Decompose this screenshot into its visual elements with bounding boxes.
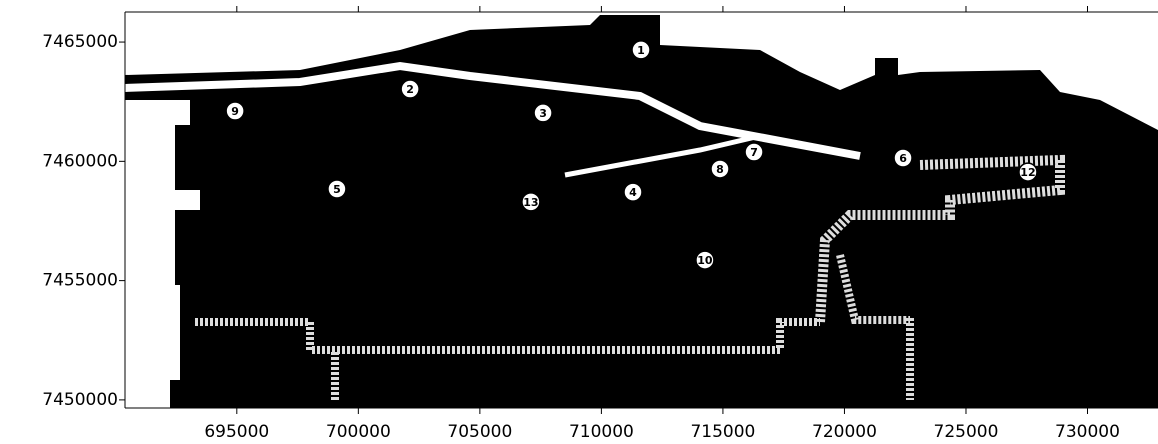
site-marker	[225, 101, 245, 121]
site-marker	[521, 192, 541, 212]
site-label: 10	[697, 254, 713, 267]
site-label: 3	[539, 107, 547, 120]
x-tick-label: 710000	[569, 422, 634, 442]
site-label: 13	[523, 196, 538, 209]
region	[125, 15, 1158, 408]
x-tick-label: 705000	[447, 422, 512, 442]
site-label: 2	[406, 83, 414, 96]
site-marker	[623, 182, 643, 202]
site-marker	[710, 159, 730, 179]
x-tick-label: 720000	[812, 422, 877, 442]
x-tick-label: 700000	[326, 422, 391, 442]
site-label: 4	[629, 186, 637, 199]
site-marker	[327, 179, 347, 199]
y-tick-label: 7450000	[42, 390, 118, 410]
site-marker	[695, 250, 715, 270]
y-tick-label: 7465000	[42, 32, 118, 52]
site-marker	[893, 148, 913, 168]
road	[124, 61, 861, 160]
road	[815, 154, 1065, 323]
site-label: 8	[716, 163, 724, 176]
site-label: 7	[750, 146, 758, 159]
site-marker	[744, 142, 764, 162]
site-label: 6	[899, 152, 907, 165]
site-label: 5	[333, 183, 341, 196]
site-label: 9	[231, 105, 239, 118]
site-marker	[1018, 162, 1038, 182]
site-label: 1	[637, 44, 645, 57]
site-marker	[631, 40, 651, 60]
road	[836, 254, 910, 324]
road	[195, 318, 820, 354]
terrain	[124, 15, 1158, 408]
site-marker	[533, 103, 553, 123]
frame	[124, 11, 1158, 409]
y-tick-label: 7460000	[42, 151, 118, 171]
site-marker	[400, 79, 420, 99]
site-label: 12	[1020, 166, 1035, 179]
y-tick-label: 7455000	[42, 271, 118, 291]
x-tick-label: 725000	[934, 422, 999, 442]
x-tick-label: 695000	[204, 422, 269, 442]
road	[564, 133, 761, 178]
x-tick-label: 715000	[690, 422, 755, 442]
x-tick-label: 730000	[1055, 422, 1120, 442]
